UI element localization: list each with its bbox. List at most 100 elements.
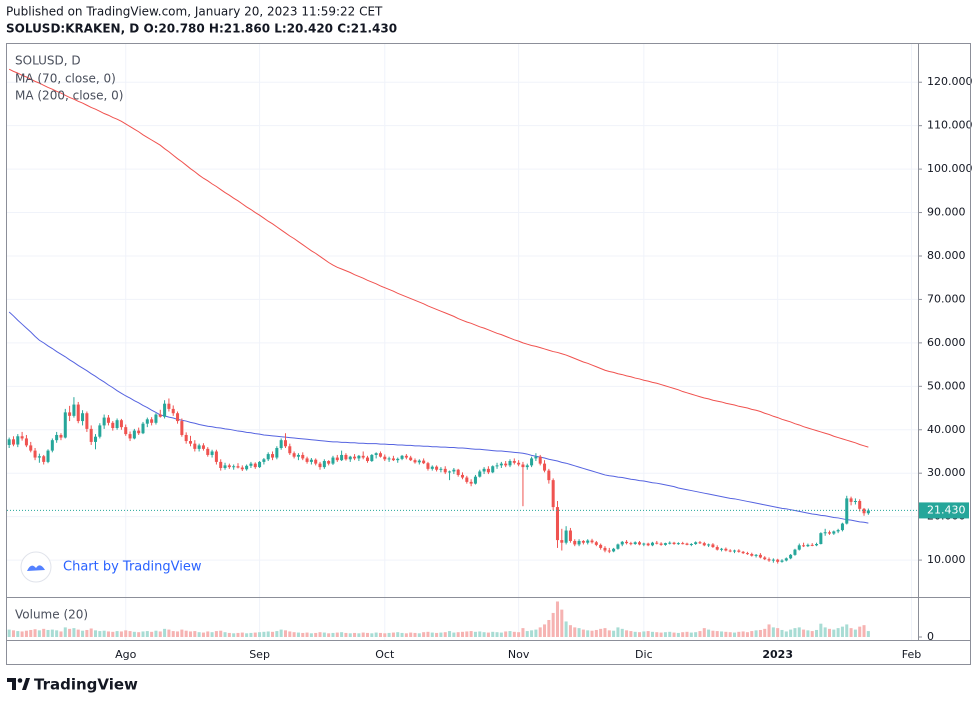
candle-body (262, 459, 266, 462)
candle-body (404, 455, 408, 458)
candle-body (184, 434, 188, 442)
volume-bar (115, 631, 119, 637)
volume-bar (206, 631, 210, 637)
volume-bar (590, 630, 594, 637)
volume-bar (16, 631, 20, 637)
candle-body (158, 414, 162, 417)
volume-bar (672, 632, 676, 637)
candle-body (16, 436, 20, 445)
volume-bar (361, 632, 365, 637)
candle-body (357, 455, 361, 459)
x-tick-label: Feb (902, 648, 921, 661)
candle-body (137, 430, 141, 434)
candle-body (68, 412, 72, 416)
volume-bar (180, 629, 184, 637)
volume-bar (145, 631, 149, 637)
volume-bar (495, 632, 499, 637)
candle-body (473, 476, 477, 484)
candle-body (141, 423, 145, 434)
volume-bar (758, 629, 762, 637)
candle-body (219, 461, 223, 468)
candle-body (292, 453, 296, 457)
candle-body (668, 542, 672, 544)
volume-bar (702, 628, 706, 637)
volume-bar (586, 630, 590, 637)
volume-bar (625, 630, 629, 637)
candle-body (283, 440, 287, 447)
candle-body (741, 551, 745, 554)
volume-bar (253, 632, 257, 637)
volume-bar (784, 631, 788, 637)
candle-body (711, 544, 715, 548)
x-tick-label: Ago (115, 648, 137, 661)
volume-bar (607, 630, 611, 637)
candle-body (784, 558, 788, 561)
candle-body (465, 477, 469, 482)
candle-body (396, 458, 400, 461)
volume-bar (111, 631, 115, 637)
volume-bar (659, 632, 663, 637)
candle-body (106, 417, 110, 423)
volume-bar (547, 619, 551, 637)
candle-body (521, 464, 525, 468)
candle-body (98, 425, 102, 437)
candle-body (430, 466, 434, 469)
candle-body (180, 421, 184, 435)
candle-body (452, 469, 456, 472)
volume-bar (76, 629, 80, 637)
volume-bar (184, 630, 188, 637)
volume-bar (711, 630, 715, 637)
volume-bar (508, 631, 512, 637)
volume-bar (638, 632, 642, 637)
y-tick-label: 80.000 (927, 249, 966, 262)
volume-bar (789, 629, 793, 637)
volume-bar (89, 628, 93, 637)
volume-bar (521, 628, 525, 637)
volume-bar (245, 633, 249, 637)
candle-body (378, 453, 382, 457)
volume-bar (560, 609, 564, 637)
volume-bar (478, 631, 482, 637)
candle-body (646, 543, 650, 546)
volume-bar (486, 632, 490, 637)
candle-body (214, 451, 218, 462)
last-price-box (919, 502, 969, 519)
volume-bar (29, 629, 33, 637)
candle-body (815, 544, 819, 546)
candle-body (279, 440, 283, 448)
volume-bar (555, 601, 559, 637)
candle-body (128, 434, 132, 439)
volume-bar (577, 628, 581, 637)
logo-v (22, 678, 30, 690)
volume-bar (681, 632, 685, 637)
candle-body (728, 550, 732, 552)
volume-bar (331, 632, 335, 637)
volume-bar (698, 631, 702, 637)
volume-bar (430, 632, 434, 637)
volume-bar (219, 630, 223, 637)
volume-bar (443, 632, 447, 637)
candle-body (348, 456, 352, 460)
volume-bar (322, 632, 326, 637)
candle-body (288, 446, 292, 454)
candle-body (758, 554, 762, 558)
volume-bar (413, 632, 417, 637)
symbol-ohlc: SOLUSD:KRAKEN, D O:20.780 H:21.860 L:20.… (6, 22, 397, 36)
candle-body (655, 542, 659, 544)
candle-body (119, 420, 123, 428)
volume-bar (42, 628, 46, 637)
volume-bar (439, 632, 443, 637)
candle-body (132, 430, 136, 439)
candle-body (374, 453, 378, 455)
candle-body (698, 542, 702, 544)
logo-cloud (27, 565, 45, 571)
candle-body (620, 541, 624, 545)
volume-bar (827, 628, 832, 637)
candle-body (163, 403, 167, 417)
symbol-legend: SOLUSD, D (15, 54, 81, 68)
candle-body (29, 445, 33, 451)
volume-bar (214, 631, 218, 637)
volume-bar (655, 632, 659, 637)
volume-bar (771, 627, 775, 637)
candle-body (59, 434, 63, 438)
